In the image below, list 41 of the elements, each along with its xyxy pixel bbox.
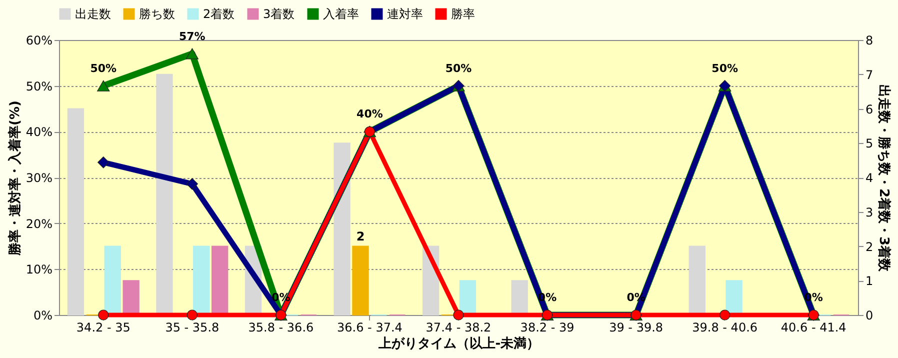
legend-label: 勝ち数 xyxy=(139,7,175,21)
x-tick-label: 35 - 35.8 xyxy=(165,320,220,334)
y2-axis-title: 出走数・勝ち数・2着数・3着数 xyxy=(876,84,892,273)
y2-tick-label: 6 xyxy=(866,102,874,116)
x-tick-label: 38.2 - 39 xyxy=(520,320,574,334)
data-label: 40% xyxy=(356,108,383,121)
y-tick-label: 30% xyxy=(26,171,52,185)
y-tick-label: 20% xyxy=(26,216,52,231)
legend-label: 勝率 xyxy=(451,7,475,21)
x-tick-label: 39.8 - 40.6 xyxy=(692,320,758,334)
legend-label: 出走数 xyxy=(75,7,111,21)
x-tick-label: 35.8 - 36.6 xyxy=(248,320,314,334)
legend-label: 2着数 xyxy=(203,7,235,21)
legend-label: 3着数 xyxy=(263,7,295,21)
y2-tick-label: 2 xyxy=(866,240,874,254)
x-tick-label: 39 - 39.8 xyxy=(609,320,664,334)
y2-tick-label: 3 xyxy=(866,205,874,220)
data-label: 50% xyxy=(712,62,738,75)
y-axis-title: 勝率・連対率・入着率(%) xyxy=(6,100,23,256)
data-label: 2 xyxy=(356,229,365,244)
y2-tick-label: 5 xyxy=(866,136,874,151)
y-tick-label: 50% xyxy=(26,79,52,94)
y2-tick-label: 7 xyxy=(866,68,874,82)
data-label: 57% xyxy=(178,30,206,43)
y2-tick-label: 8 xyxy=(866,34,874,48)
y-tick-label: 60% xyxy=(26,34,52,48)
data-label: 50% xyxy=(445,62,472,75)
x-axis-title: 上がりタイム（以上-未満） xyxy=(377,336,540,352)
x-tick-label: 40.6 - 41.4 xyxy=(780,320,846,334)
x-tick-label: 36.6 - 37.4 xyxy=(337,320,402,334)
y-tick-label: 10% xyxy=(26,262,52,277)
data-label: 50% xyxy=(90,62,117,75)
y-tick-label: 0% xyxy=(33,308,52,322)
y2-tick-label: 1 xyxy=(866,274,874,288)
y-tick-label: 40% xyxy=(26,125,52,140)
legend-label: 連対率 xyxy=(387,7,423,21)
x-tick-label: 37.4 - 38.2 xyxy=(426,320,492,334)
legend-label: 入着率 xyxy=(323,7,359,21)
y2-tick-label: 0 xyxy=(866,308,874,322)
y2-tick-label: 4 xyxy=(866,171,874,185)
x-tick-label: 34.2 - 35 xyxy=(76,320,130,334)
